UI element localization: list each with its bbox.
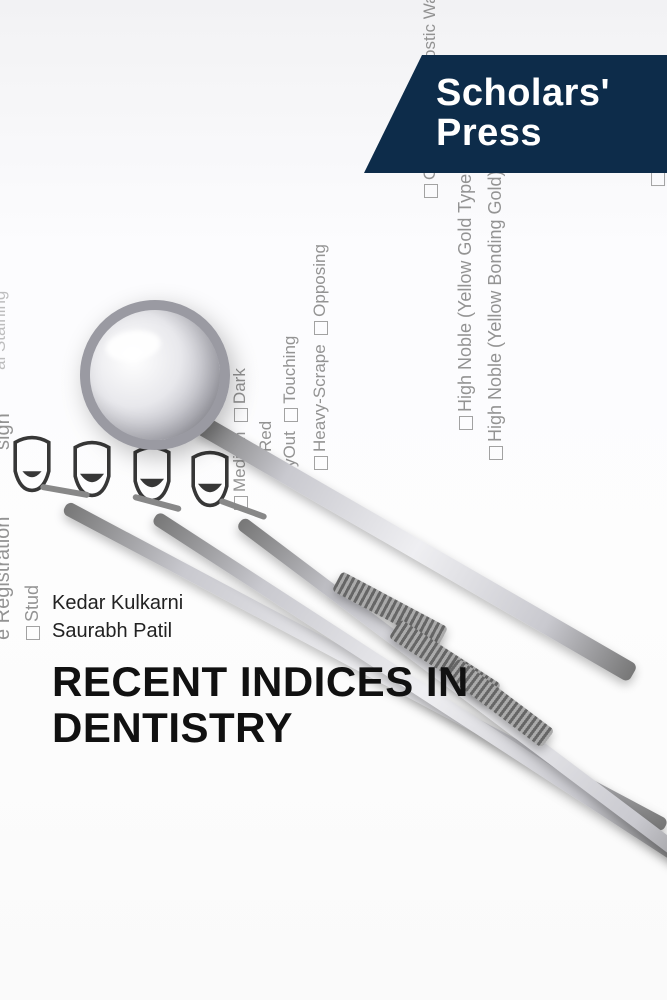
- form-text: Heavy-Scrape: [310, 344, 329, 452]
- title-block: Kedar Kulkarni Saurabh Patil RECENT INDI…: [52, 589, 607, 750]
- form-text: al Staining: [0, 291, 9, 370]
- form-text: High Noble (Yellow Gold Type II): [455, 153, 475, 412]
- form-text: Stud: [22, 585, 42, 622]
- form-text: Dark: [230, 368, 249, 404]
- publisher-line2: Press: [436, 114, 667, 154]
- book-title: RECENT INDICES IN DENTISTRY: [52, 659, 607, 750]
- author-2: Saurabh Patil: [52, 617, 607, 645]
- publisher-line1: Scholars': [436, 74, 667, 114]
- form-text: High Noble (Yellow Bonding Gold): [485, 171, 505, 443]
- form-text: Opposing: [310, 244, 329, 317]
- author-1: Kedar Kulkarni: [52, 589, 607, 617]
- publisher-badge: Scholars' Press: [422, 55, 667, 173]
- form-text: ntlyOut: [280, 431, 299, 485]
- form-text: Red: [256, 421, 275, 452]
- form-text: e Registration: [0, 517, 14, 640]
- form-text: Touching: [280, 336, 299, 404]
